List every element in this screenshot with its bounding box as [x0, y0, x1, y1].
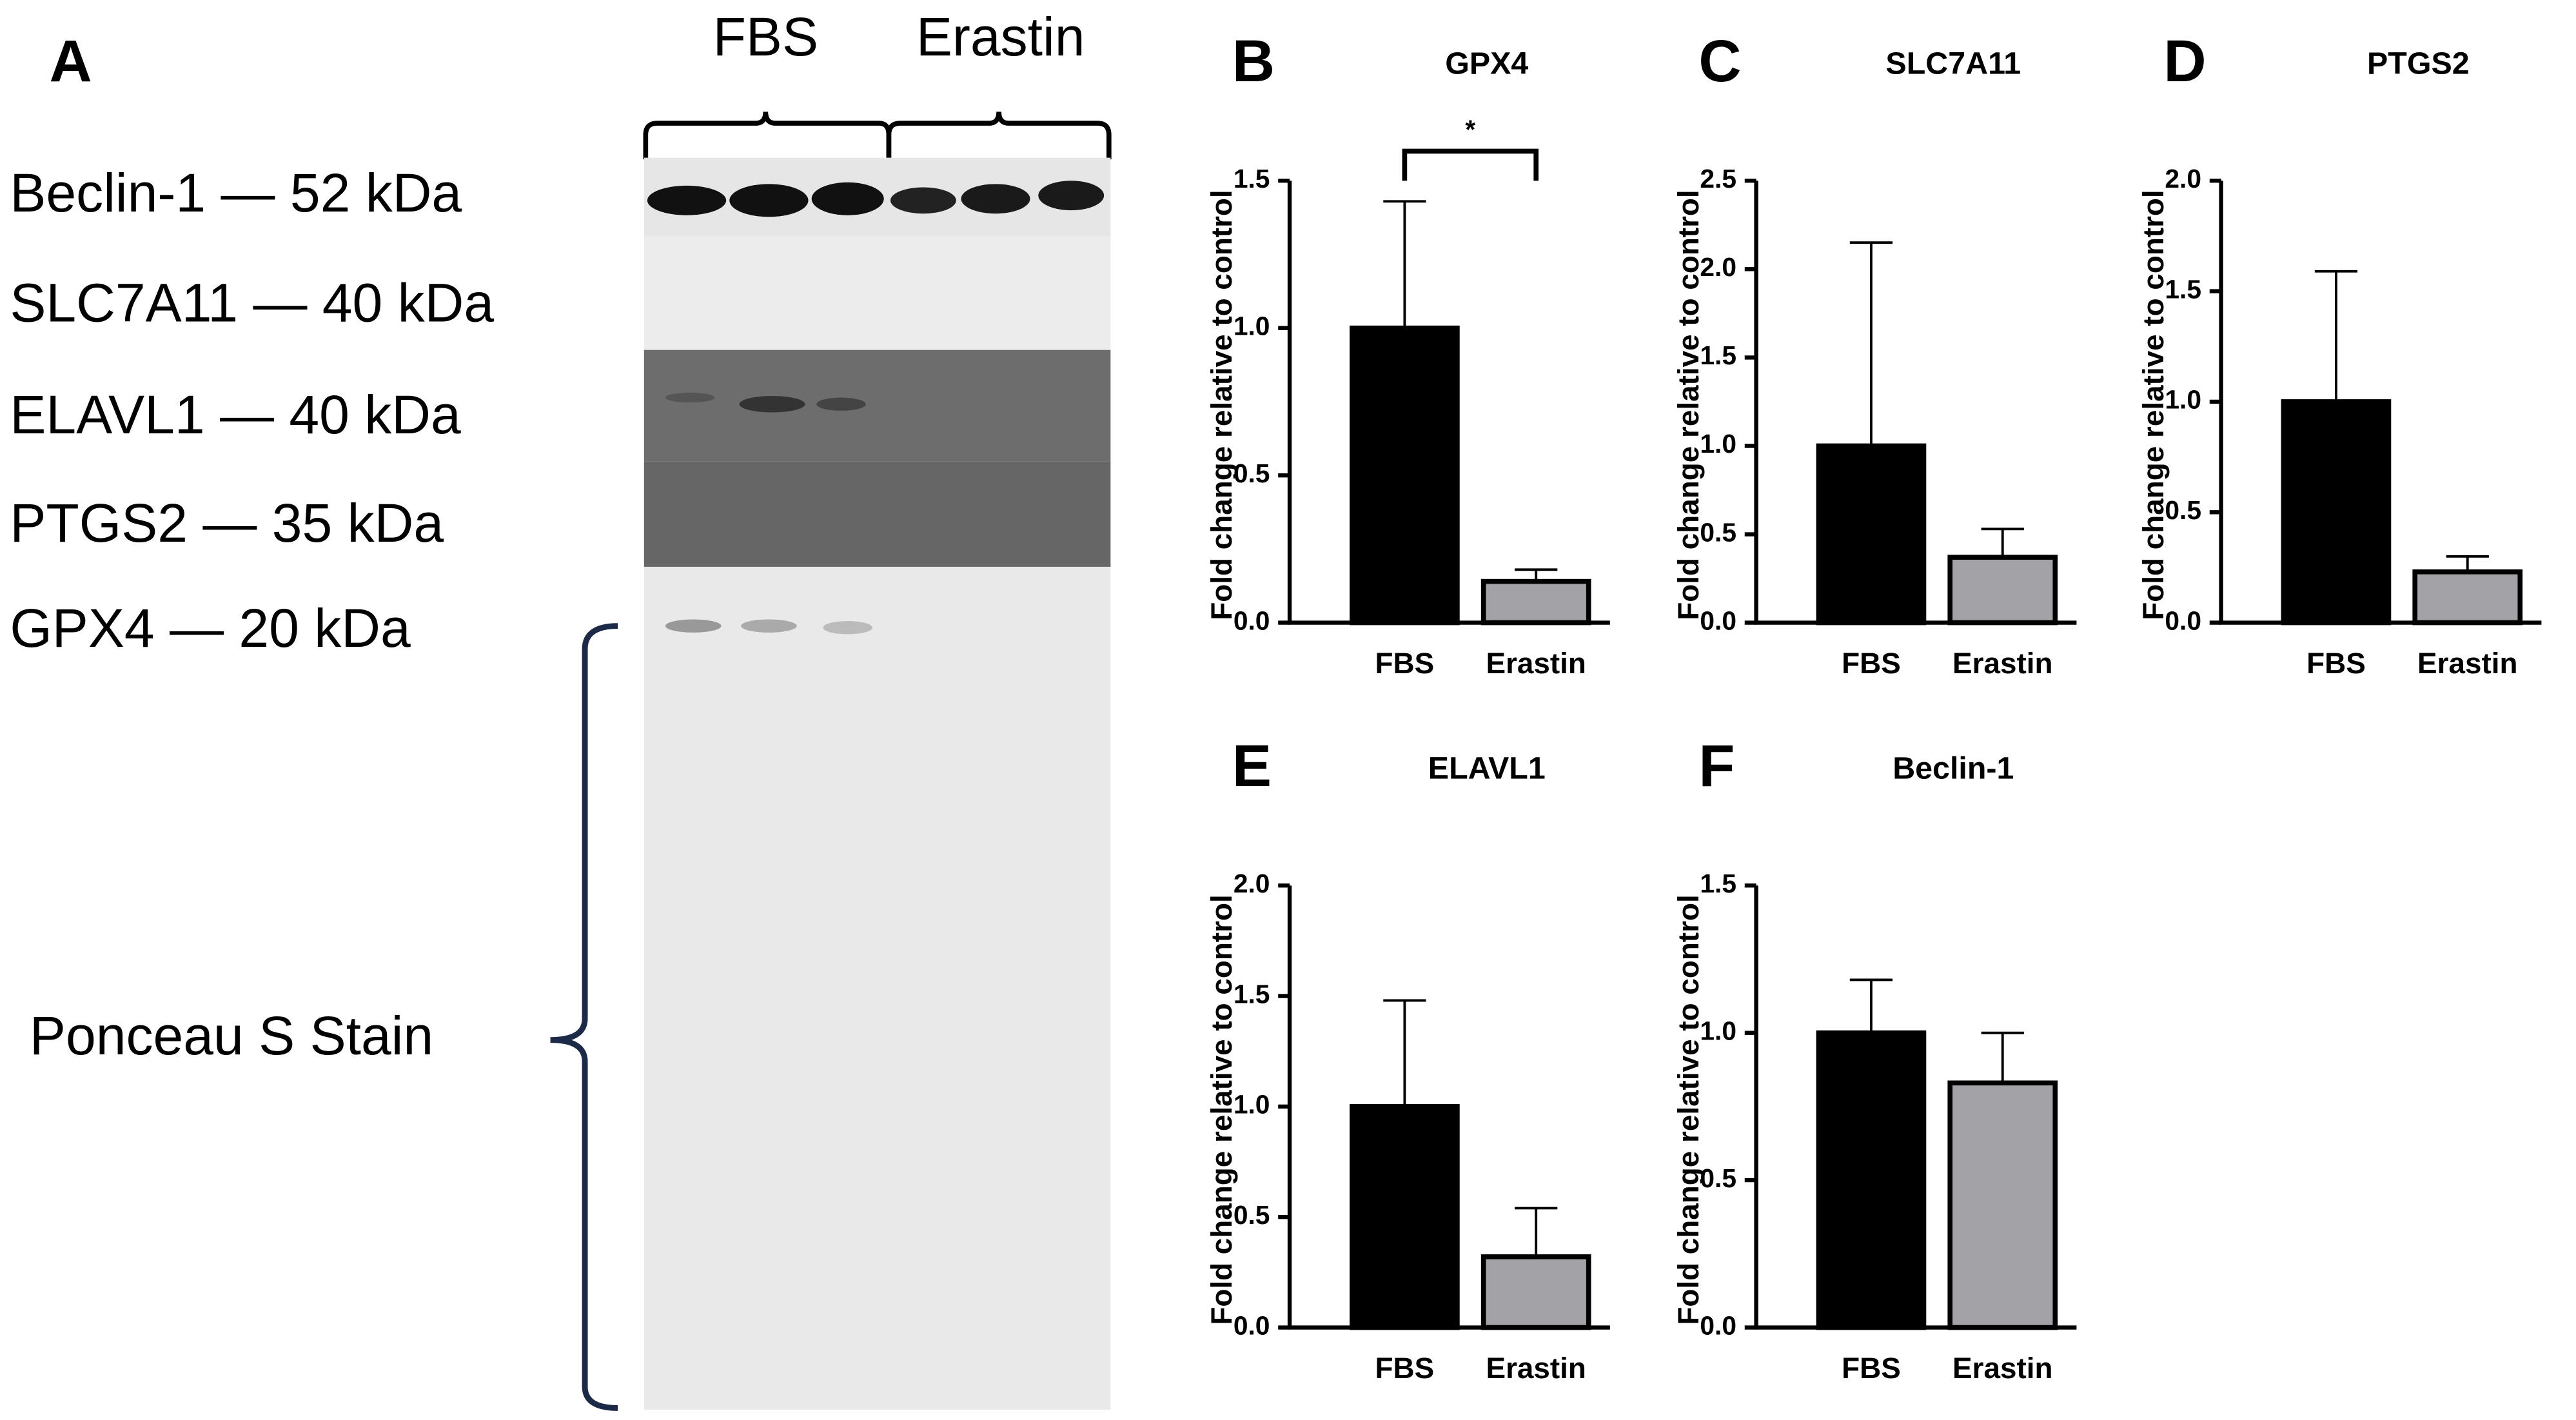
bar [1947, 1080, 2058, 1330]
y-tick-label: 0.0 [1234, 1310, 1270, 1340]
band-label: ELAVL1 — 40 kDa [10, 384, 461, 445]
x-tick-label: FBS [1842, 646, 1901, 680]
y-axis-label: Fold change relative to control [1671, 190, 1705, 620]
x-tick-label: Erastin [1952, 646, 2052, 680]
band-label: Beclin-1 — 52 kDa [10, 163, 462, 223]
x-tick-label: FBS [1842, 1351, 1901, 1385]
bar [1350, 325, 1460, 626]
x-tick-label: Erastin [1486, 646, 1586, 680]
panel-letter: A [50, 28, 92, 94]
y-tick-label: 0.5 [2165, 495, 2201, 525]
x-tick-label: FBS [1375, 1351, 1435, 1385]
significance-bracket [1402, 148, 1539, 181]
stain-label: Ponceau S Stain [30, 1005, 433, 1066]
y-tick-label: 1.5 [1700, 869, 1736, 898]
y-tick-label: 1.0 [1234, 1090, 1270, 1119]
y-tick-label: 1.5 [2165, 274, 2201, 304]
y-tick-label: 1.0 [2165, 385, 2201, 415]
band-label: PTGS2 — 35 kDa [10, 493, 444, 553]
y-tick-label: 2.0 [1700, 252, 1736, 282]
bar [2412, 569, 2523, 626]
chart-title: GPX4 [1445, 46, 1528, 81]
panel-letter: C [1698, 28, 1741, 94]
panel-letter: E [1232, 733, 1272, 799]
y-tick-label: 1.5 [1700, 340, 1736, 370]
y-tick-label: 0.5 [1234, 459, 1270, 488]
bar [1816, 443, 1927, 626]
panel-letter: F [1698, 733, 1735, 799]
y-tick-label: 2.0 [2165, 164, 2201, 193]
y-tick-label: 0.0 [2165, 606, 2201, 635]
panel-letter: B [1232, 28, 1275, 94]
y-tick-label: 2.5 [1700, 164, 1736, 193]
bar [2281, 399, 2392, 626]
blot-image [644, 157, 1111, 1410]
y-tick-label: 0.5 [1700, 1163, 1736, 1193]
y-tick-label: 0.0 [1700, 606, 1736, 635]
x-tick-label: Erastin [1486, 1351, 1586, 1385]
y-tick-label: 1.0 [1234, 311, 1270, 340]
stain-brace [550, 623, 618, 1411]
chart-title: ELAVL1 [1428, 751, 1546, 786]
y-tick-label: 1.0 [1700, 1016, 1736, 1045]
group-bracket [643, 112, 892, 160]
y-tick-label: 1.5 [1234, 164, 1270, 193]
y-axis-label: Fold change relative to control [2136, 190, 2170, 620]
significance-label: * [1465, 115, 1475, 144]
x-tick-label: Erastin [2417, 646, 2517, 680]
y-tick-label: 0.0 [1700, 1310, 1736, 1340]
x-tick-label: FBS [2306, 646, 2366, 680]
bar [1480, 1254, 1591, 1330]
band-label: SLC7A11 — 40 kDa [10, 273, 494, 333]
group-bracket [886, 112, 1112, 160]
group-label: Erastin [916, 6, 1085, 67]
y-axis-label: Fold change relative to control [1204, 894, 1238, 1325]
band-label: GPX4 — 20 kDa [10, 598, 411, 658]
chart-title: SLC7A11 [1885, 46, 2021, 81]
bar [1480, 578, 1591, 626]
y-axis-label: Fold change relative to control [1204, 190, 1238, 620]
bar [1350, 1104, 1460, 1330]
y-tick-label: 0.5 [1700, 517, 1736, 547]
y-tick-label: 0.5 [1234, 1200, 1270, 1230]
chart-title: Beclin-1 [1893, 751, 2014, 786]
bar [1947, 555, 2058, 626]
bar [1816, 1030, 1927, 1330]
x-tick-label: FBS [1375, 646, 1435, 680]
y-tick-label: 0.0 [1234, 606, 1270, 635]
group-label: FBS [713, 6, 819, 67]
y-tick-label: 1.5 [1234, 979, 1270, 1009]
y-axis-label: Fold change relative to control [1671, 894, 1705, 1325]
chart-title: PTGS2 [2367, 46, 2470, 81]
y-tick-label: 1.0 [1700, 429, 1736, 459]
x-tick-label: Erastin [1952, 1351, 2052, 1385]
y-tick-label: 2.0 [1234, 869, 1270, 898]
panel-letter: D [2163, 28, 2206, 94]
